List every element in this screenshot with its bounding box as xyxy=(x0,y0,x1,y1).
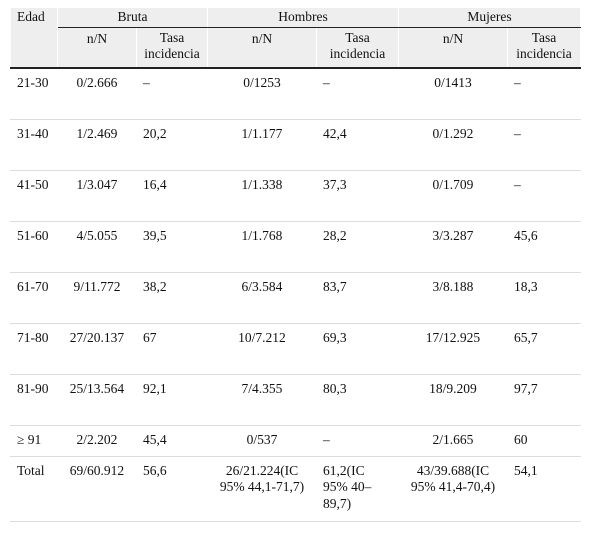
cell-hombres-tasa: 37,3 xyxy=(316,170,399,222)
cell-mujeres-tasa: – xyxy=(507,170,581,222)
table-row: 31-40 1/2.469 20,2 1/1.177 42,4 0/1.292 … xyxy=(10,119,581,171)
cell-mujeres-nn: 3/8.188 xyxy=(398,272,508,324)
header-hombres-nn: n/N xyxy=(207,27,317,68)
header-group-bruta: Bruta xyxy=(57,8,208,28)
cell-mujeres-nn: 3/3.287 xyxy=(398,221,508,273)
table-row-total: Total 69/60.912 56,6 26/21.224(IC 95% 44… xyxy=(10,456,581,522)
cell-bruta-nn: 0/2.666 xyxy=(57,67,137,120)
cell-mujeres-tasa: – xyxy=(507,119,581,171)
cell-edad: 81-90 xyxy=(10,374,58,426)
header-bruta-nn: n/N xyxy=(57,27,137,68)
table-row: 71-80 27/20.137 67 10/7.212 69,3 17/12.9… xyxy=(10,323,581,375)
cell-edad: 21-30 xyxy=(10,67,58,120)
table-row: 81-90 25/13.564 92,1 7/4.355 80,3 18/9.2… xyxy=(10,374,581,426)
header-bruta-tasa: Tasa incidencia xyxy=(136,27,208,68)
cell-mujeres-nn: 0/1.292 xyxy=(398,119,508,171)
cell-bruta-nn: 1/3.047 xyxy=(57,170,137,222)
cell-mujeres-nn: 43/39.688(IC 95% 41,4-70,4) xyxy=(398,456,508,522)
header-mujeres-tasa: Tasa incidencia xyxy=(507,27,581,68)
cell-edad: ≥ 91 xyxy=(10,425,58,457)
cell-hombres-tasa: 61,2(IC 95% 40–89,7) xyxy=(316,456,399,522)
header-hombres-tasa: Tasa incidencia xyxy=(316,27,399,68)
cell-bruta-tasa: 92,1 xyxy=(136,374,208,426)
cell-hombres-tasa: 69,3 xyxy=(316,323,399,375)
cell-hombres-tasa: – xyxy=(316,67,399,120)
cell-bruta-tasa: 45,4 xyxy=(136,425,208,457)
cell-hombres-tasa: 28,2 xyxy=(316,221,399,273)
header-group-mujeres: Mujeres xyxy=(398,8,581,28)
cell-bruta-nn: 4/5.055 xyxy=(57,221,137,273)
cell-mujeres-nn: 2/1.665 xyxy=(398,425,508,457)
header-group-hombres: Hombres xyxy=(207,8,399,28)
cell-edad: 41-50 xyxy=(10,170,58,222)
cell-mujeres-nn: 0/1.709 xyxy=(398,170,508,222)
header-mujeres-nn: n/N xyxy=(398,27,508,68)
cell-hombres-nn: 1/1.177 xyxy=(207,119,317,171)
cell-bruta-nn: 9/11.772 xyxy=(57,272,137,324)
header-edad: Edad xyxy=(10,8,58,68)
table-row: 61-70 9/11.772 38,2 6/3.584 83,7 3/8.188… xyxy=(10,272,581,324)
cell-bruta-tasa: 39,5 xyxy=(136,221,208,273)
table-row: 51-60 4/5.055 39,5 1/1.768 28,2 3/3.287 … xyxy=(10,221,581,273)
table-row: 41-50 1/3.047 16,4 1/1.338 37,3 0/1.709 … xyxy=(10,170,581,222)
cell-mujeres-nn: 18/9.209 xyxy=(398,374,508,426)
cell-bruta-tasa: 38,2 xyxy=(136,272,208,324)
cell-bruta-tasa: – xyxy=(136,67,208,120)
incidence-table: Edad Bruta Hombres Mujeres n/N Tasa inci… xyxy=(10,8,581,522)
cell-bruta-tasa: 20,2 xyxy=(136,119,208,171)
cell-edad: 71-80 xyxy=(10,323,58,375)
cell-mujeres-tasa: 45,6 xyxy=(507,221,581,273)
cell-edad: 61-70 xyxy=(10,272,58,324)
cell-bruta-nn: 69/60.912 xyxy=(57,456,137,522)
table-body: 21-30 0/2.666 – 0/1253 – 0/1413 – 31-40 … xyxy=(10,67,581,522)
cell-bruta-nn: 27/20.137 xyxy=(57,323,137,375)
cell-hombres-nn: 6/3.584 xyxy=(207,272,317,324)
cell-mujeres-nn: 17/12.925 xyxy=(398,323,508,375)
cell-hombres-tasa: 83,7 xyxy=(316,272,399,324)
cell-hombres-nn: 7/4.355 xyxy=(207,374,317,426)
cell-mujeres-tasa: 18,3 xyxy=(507,272,581,324)
cell-hombres-nn: 0/1253 xyxy=(207,67,317,120)
cell-mujeres-tasa: 60 xyxy=(507,425,581,457)
cell-bruta-nn: 25/13.564 xyxy=(57,374,137,426)
cell-mujeres-tasa: 65,7 xyxy=(507,323,581,375)
cell-edad: 31-40 xyxy=(10,119,58,171)
table-header: Edad Bruta Hombres Mujeres n/N Tasa inci… xyxy=(10,8,581,68)
cell-hombres-nn: 26/21.224(IC 95% 44,1-71,7) xyxy=(207,456,317,522)
cell-hombres-nn: 1/1.768 xyxy=(207,221,317,273)
cell-bruta-nn: 1/2.469 xyxy=(57,119,137,171)
cell-hombres-tasa: – xyxy=(316,425,399,457)
cell-hombres-nn: 0/537 xyxy=(207,425,317,457)
cell-hombres-nn: 1/1.338 xyxy=(207,170,317,222)
cell-hombres-tasa: 42,4 xyxy=(316,119,399,171)
cell-mujeres-tasa: 54,1 xyxy=(507,456,581,522)
cell-hombres-nn: 10/7.212 xyxy=(207,323,317,375)
cell-bruta-tasa: 56,6 xyxy=(136,456,208,522)
cell-edad: 51-60 xyxy=(10,221,58,273)
cell-bruta-tasa: 16,4 xyxy=(136,170,208,222)
cell-bruta-tasa: 67 xyxy=(136,323,208,375)
cell-edad: Total xyxy=(10,456,58,522)
cell-mujeres-tasa: 97,7 xyxy=(507,374,581,426)
table-row: ≥ 91 2/2.202 45,4 0/537 – 2/1.665 60 xyxy=(10,425,581,457)
table-row: 21-30 0/2.666 – 0/1253 – 0/1413 – xyxy=(10,67,581,120)
cell-mujeres-nn: 0/1413 xyxy=(398,67,508,120)
cell-hombres-tasa: 80,3 xyxy=(316,374,399,426)
cell-mujeres-tasa: – xyxy=(507,67,581,120)
cell-bruta-nn: 2/2.202 xyxy=(57,425,137,457)
